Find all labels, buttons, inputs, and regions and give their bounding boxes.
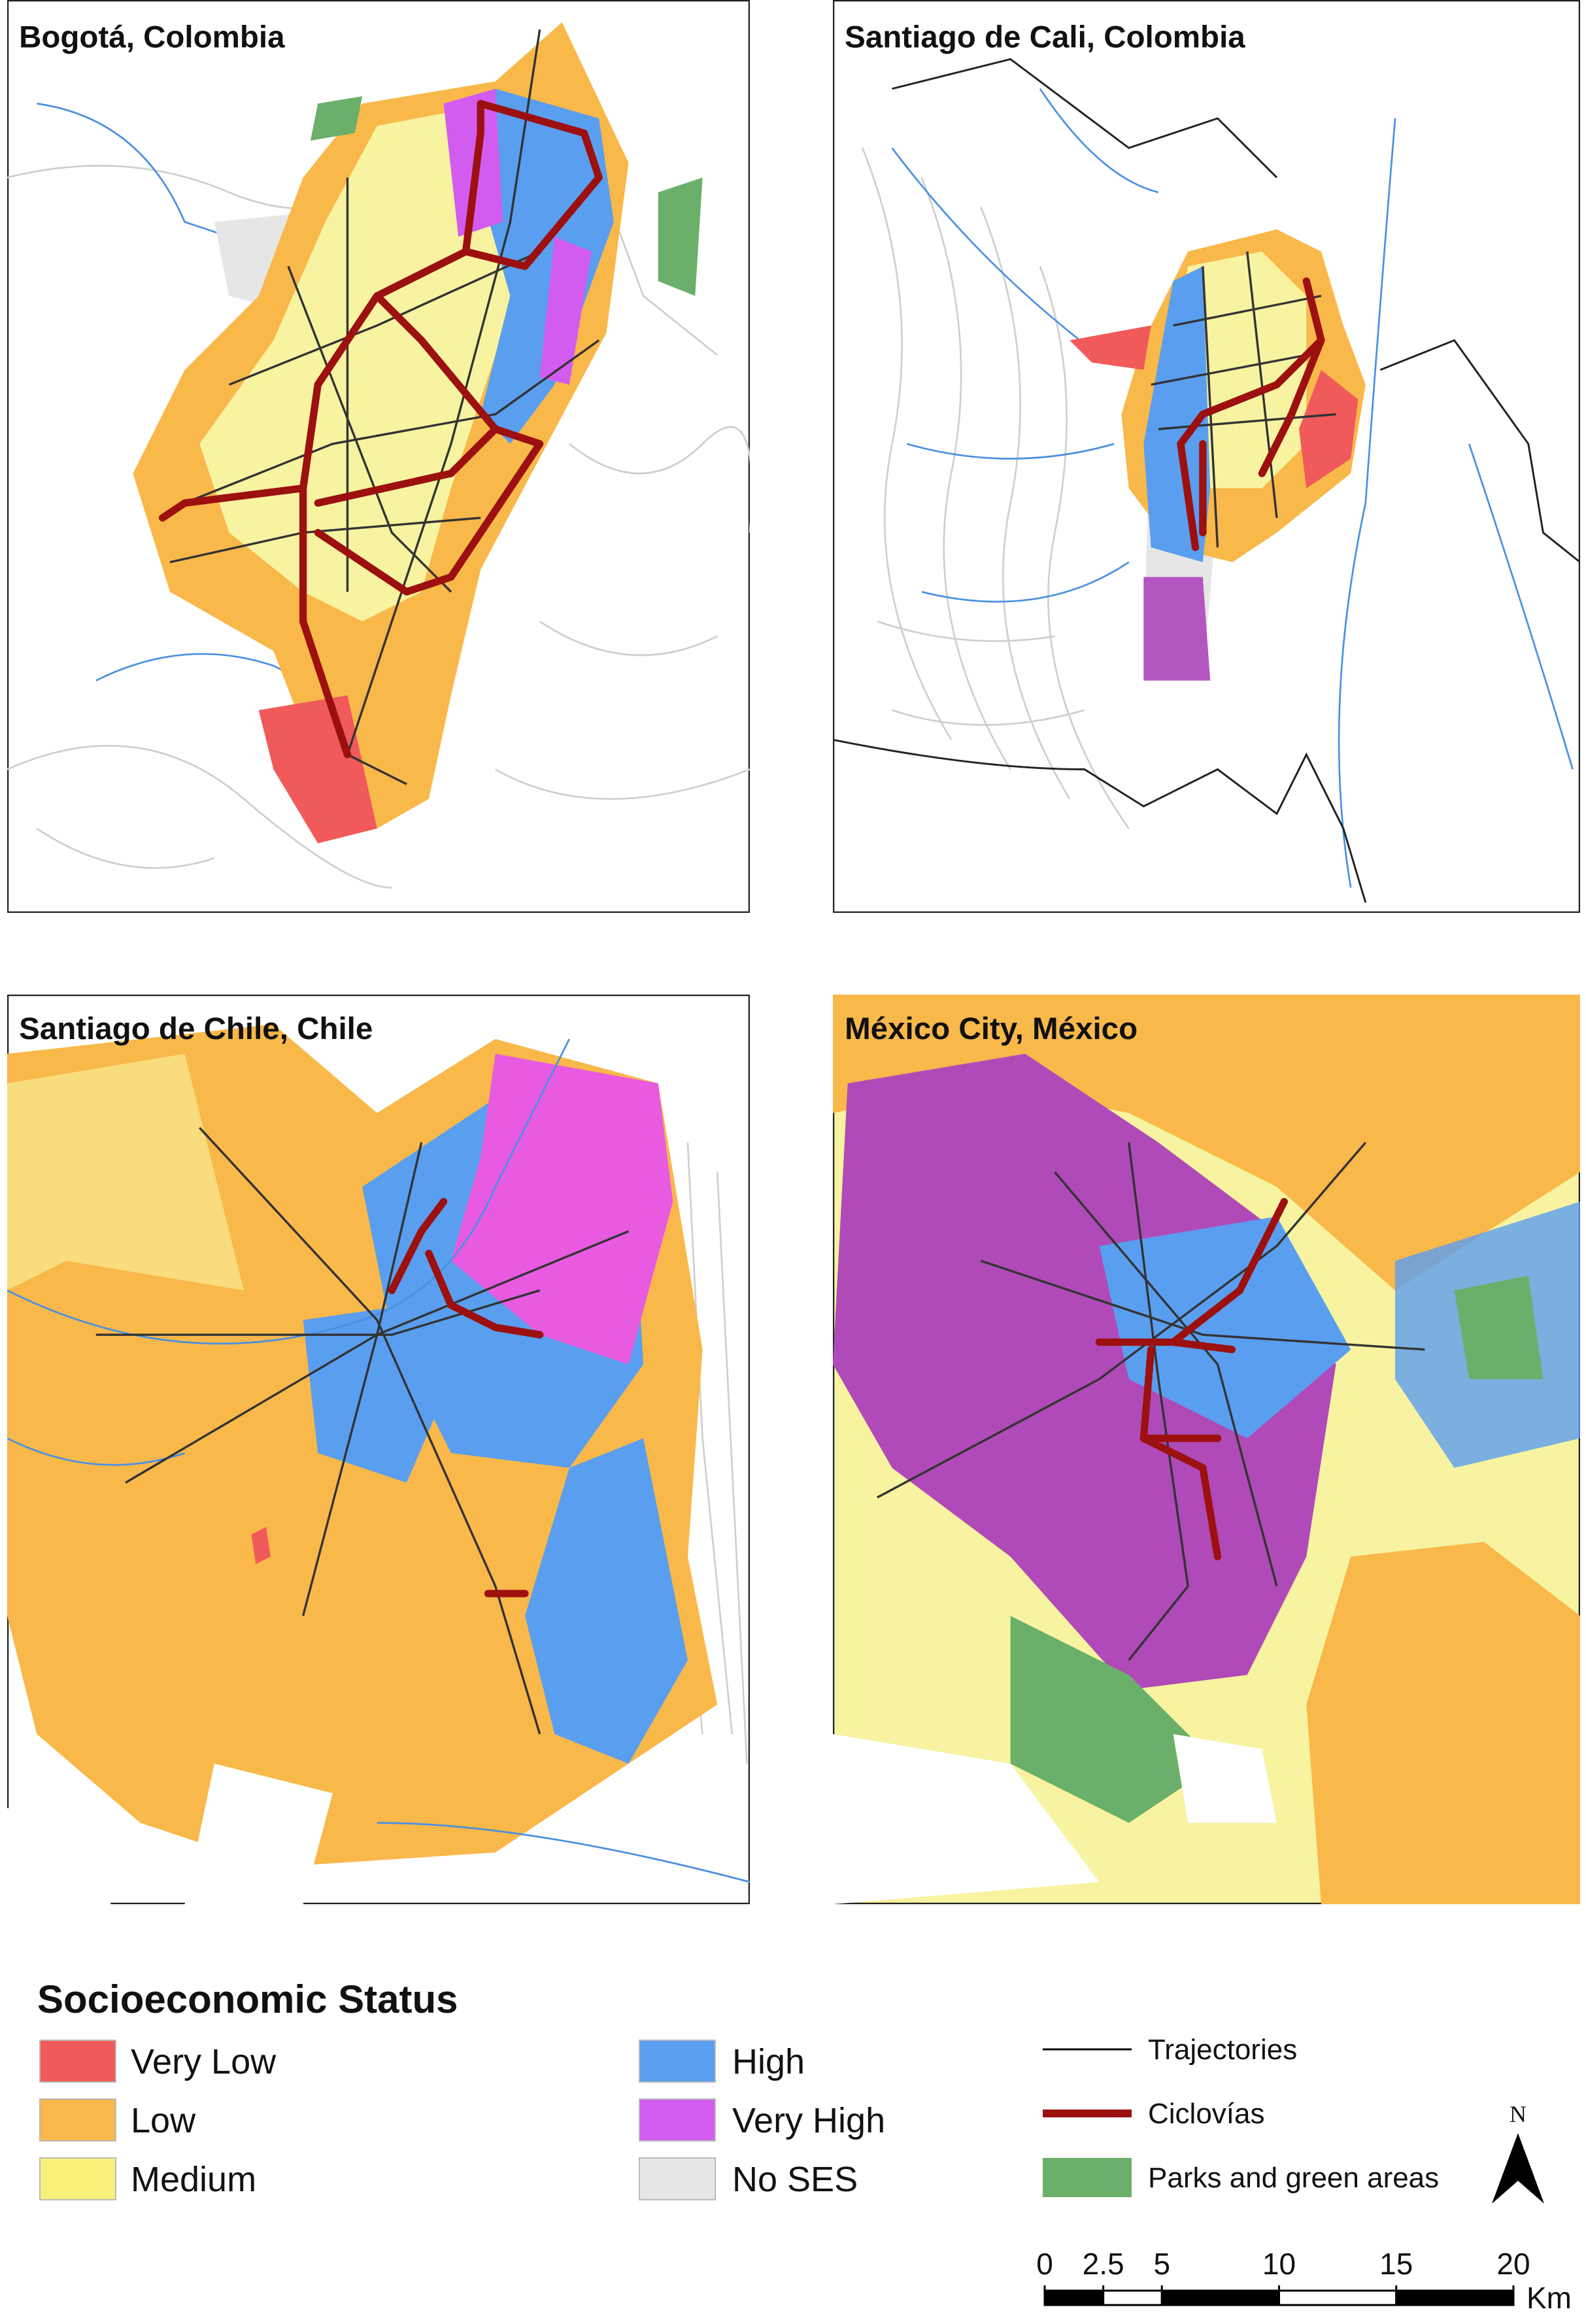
river xyxy=(95,653,333,696)
scale-label: 0 xyxy=(1036,2247,1053,2281)
legend-label: Parks and green areas xyxy=(1148,2162,1439,2194)
north-arrow xyxy=(1518,2133,1544,2204)
legend-label: Ciclovías xyxy=(1148,2098,1265,2130)
trajectories xyxy=(95,1127,630,1735)
legend-label: Low xyxy=(131,2101,196,2140)
legend-label: Trajectories xyxy=(1148,2034,1297,2066)
north-label: N xyxy=(1510,2101,1527,2127)
park-area xyxy=(658,177,703,296)
scale-segment xyxy=(1278,2289,1398,2306)
scale-label: 5 xyxy=(1153,2247,1170,2281)
legend-swatch xyxy=(639,2040,716,2083)
park-area xyxy=(310,96,363,141)
ciclovias xyxy=(388,1197,544,1598)
very-high-area xyxy=(450,1053,673,1365)
scale-label: 15 xyxy=(1379,2247,1413,2281)
map-panel: Bogotá, Colombia xyxy=(7,0,750,913)
very-low-area xyxy=(251,1527,271,1564)
panel-title: Bogotá, Colombia xyxy=(19,20,285,54)
panel-title: Santiago de Chile, Chile xyxy=(19,1012,373,1046)
high-area xyxy=(303,1305,451,1483)
scale-segment xyxy=(1160,2289,1280,2306)
rivers xyxy=(7,1038,750,1883)
legend-title: Socioeconomic Status xyxy=(37,1977,458,2021)
scale-label: 10 xyxy=(1262,2247,1296,2281)
legend-swatch xyxy=(39,2157,116,2200)
panel-title: México City, México xyxy=(845,1012,1138,1046)
boundary xyxy=(892,58,1278,179)
legend-swatch xyxy=(639,2098,716,2142)
legend-label: No SES xyxy=(732,2160,858,2199)
legend-label: Medium xyxy=(131,2160,256,2199)
contours xyxy=(862,147,1130,829)
no-data-area xyxy=(7,1764,333,1904)
high-area xyxy=(1099,1216,1351,1439)
legend-label: Very High xyxy=(732,2101,885,2140)
park-area xyxy=(1010,1615,1218,1823)
trajectories xyxy=(1151,251,1336,548)
very-low-area xyxy=(258,695,377,844)
map-panel: Santiago de Chile, Chile xyxy=(7,995,750,1904)
legend-swatch xyxy=(39,2098,116,2142)
legend-label: High xyxy=(732,2042,805,2081)
ciclovias xyxy=(158,99,603,759)
legend-label: Very Low xyxy=(131,2042,277,2081)
very-low-area xyxy=(1298,369,1358,488)
high-area xyxy=(1143,266,1211,562)
boundary xyxy=(833,738,1367,903)
scale-segment xyxy=(1395,2289,1515,2306)
map-panel: Santiago de Cali, Colombia xyxy=(833,0,1580,913)
high-area xyxy=(525,1438,688,1764)
no-data-area xyxy=(833,1734,1100,1904)
scale-label: 2.5 xyxy=(1083,2247,1124,2281)
low-area xyxy=(1306,1541,1580,1904)
trajectories xyxy=(877,1142,1425,1661)
park-area xyxy=(1454,1275,1544,1380)
ses-legend: Very Low Low Medium High Very High No SES xyxy=(39,2040,885,2200)
boundary xyxy=(1379,339,1580,563)
map-panel: México City, México xyxy=(833,995,1580,1904)
scale-unit: Km xyxy=(1527,2281,1572,2315)
ciclovias xyxy=(1177,277,1325,551)
scale-segment xyxy=(1043,2289,1105,2306)
legend-swatch xyxy=(39,2040,116,2083)
legend-swatch xyxy=(1043,2158,1132,2197)
feature-legend: Trajectories Ciclovías Parks and green are… xyxy=(1043,2034,1439,2197)
rivers xyxy=(891,88,1574,888)
north-arrow xyxy=(1492,2133,1518,2204)
medium-area xyxy=(7,1053,245,1291)
ciclovias xyxy=(1095,1197,1288,1561)
very-high-area xyxy=(539,237,592,385)
trajectories xyxy=(169,29,600,785)
very-high-area xyxy=(1143,577,1211,681)
scale-segment xyxy=(1102,2289,1163,2306)
river xyxy=(37,103,229,238)
legend-swatch xyxy=(639,2157,716,2200)
panel-title: Santiago de Cali, Colombia xyxy=(845,20,1245,54)
high-area xyxy=(481,88,614,444)
no-data-area xyxy=(1173,1734,1277,1823)
scale-label: 20 xyxy=(1496,2247,1530,2281)
